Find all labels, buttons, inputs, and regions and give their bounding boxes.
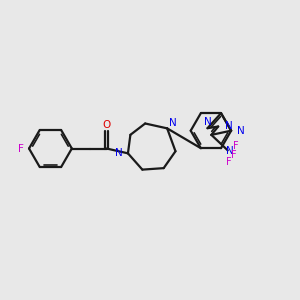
Text: N: N	[169, 118, 176, 128]
Text: F: F	[18, 143, 24, 154]
Text: F: F	[231, 150, 237, 160]
Text: F: F	[226, 157, 231, 166]
Text: N: N	[115, 148, 123, 158]
Text: N: N	[237, 126, 245, 136]
Text: F: F	[233, 141, 239, 151]
Text: O: O	[103, 120, 111, 130]
Text: N: N	[225, 122, 232, 131]
Text: N: N	[204, 117, 212, 127]
Text: N: N	[226, 146, 234, 156]
